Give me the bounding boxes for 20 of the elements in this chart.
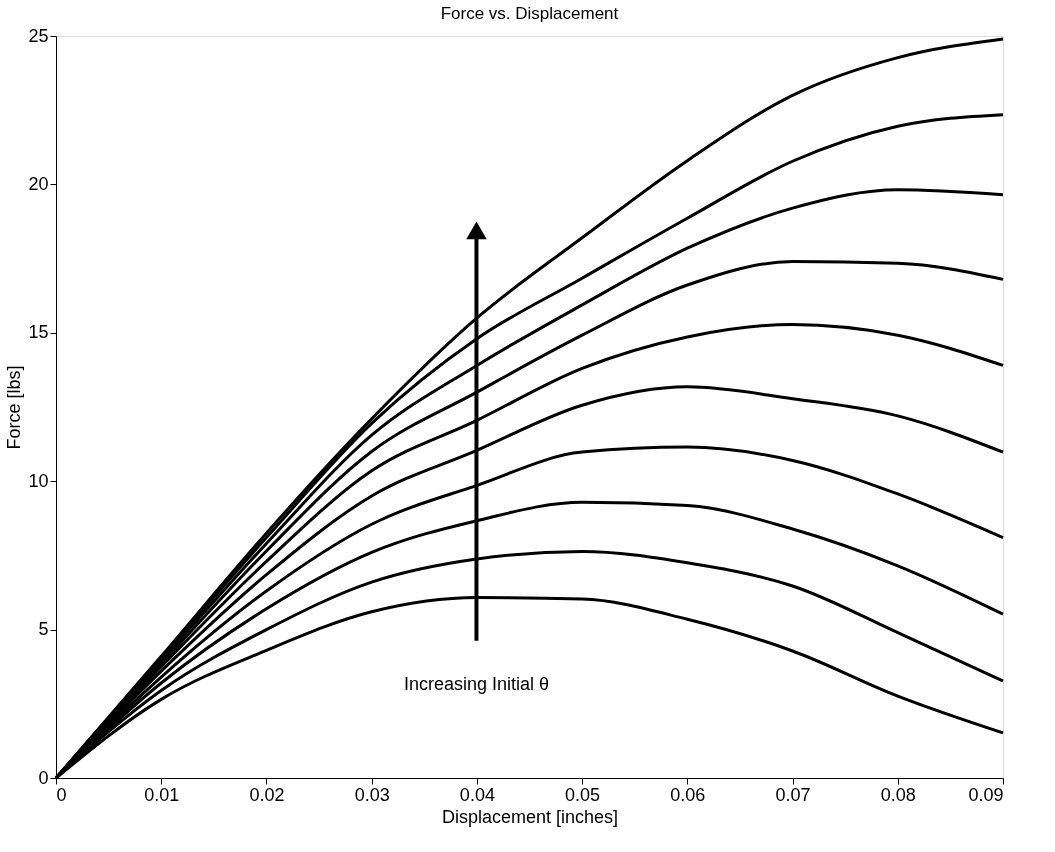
y-tick-label: 10 [28, 470, 49, 491]
y-tick-label: 20 [28, 173, 49, 194]
y-tick-label: 25 [28, 25, 49, 46]
x-tick-label: 0.07 [775, 784, 811, 805]
y-tick-label: 0 [38, 767, 49, 788]
y-tick-label: 15 [28, 322, 49, 343]
x-tick-label: 0.06 [670, 784, 706, 805]
x-tick-label: 0.03 [354, 784, 390, 805]
y-tick-label: 5 [38, 619, 49, 640]
y-axis-title: Force [lbs] [4, 365, 25, 450]
x-tick-label: 0.09 [968, 784, 1004, 805]
x-tick-label: 0.08 [880, 784, 916, 805]
x-tick-label: 0.04 [459, 784, 495, 805]
annotation: Increasing Initial θ [403, 674, 550, 695]
x-axis-title: Displacement [inches] [441, 806, 619, 827]
chart-title: Force vs. Displacement [440, 4, 619, 23]
x-tick-label: 0.02 [249, 784, 285, 805]
x-tick-label: 0.05 [565, 784, 601, 805]
x-tick-label: 0.01 [144, 784, 180, 805]
x-tick-label: 0 [56, 784, 67, 805]
